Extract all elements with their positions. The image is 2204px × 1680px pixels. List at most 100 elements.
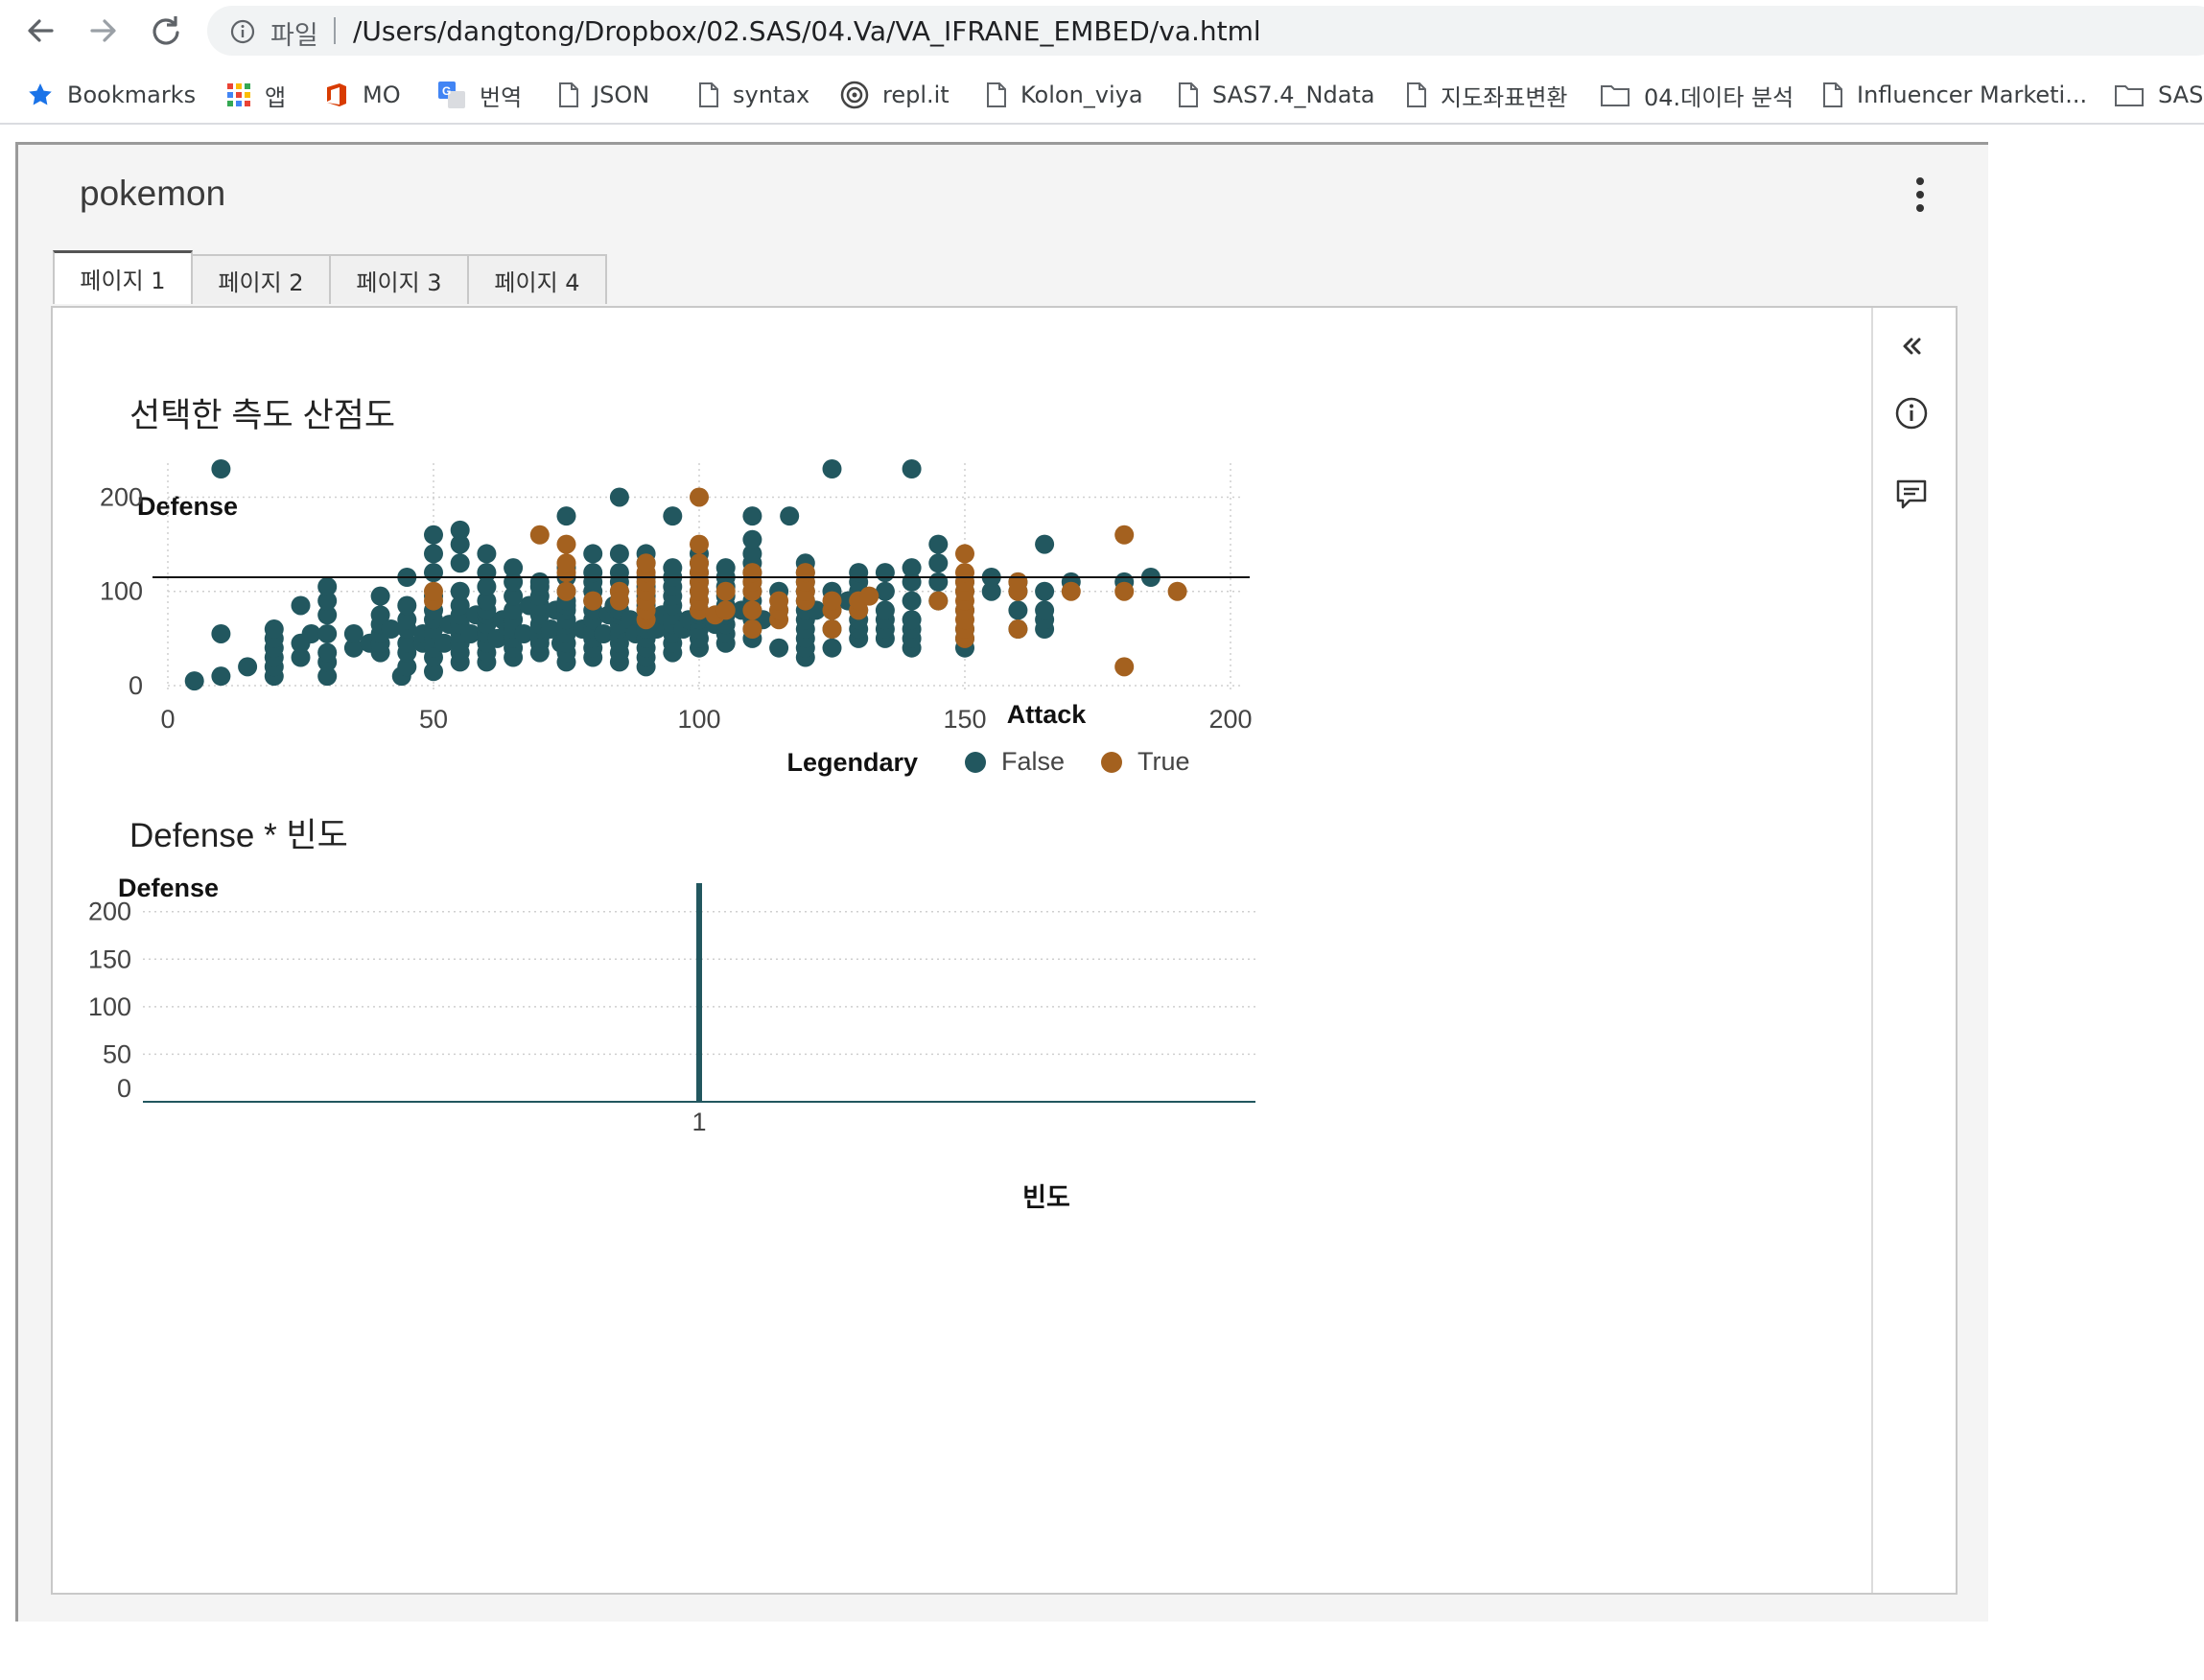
collapse-double-chevron-icon[interactable]	[1890, 325, 1933, 367]
scatter-point-false[interactable]	[477, 544, 497, 564]
scatter-point-false[interactable]	[477, 563, 497, 583]
scatter-point-true[interactable]	[424, 581, 443, 601]
scatter-point-true[interactable]	[1008, 572, 1028, 592]
scatter-point-false[interactable]	[211, 666, 231, 687]
scatter-point-false[interactable]	[822, 459, 842, 478]
scatter-point-false[interactable]	[663, 506, 683, 526]
scatter-point-false[interactable]	[504, 558, 524, 578]
scatter-point-false[interactable]	[1035, 600, 1055, 620]
scatter-point-false[interactable]	[450, 520, 470, 540]
scatter-point-false[interactable]	[928, 553, 949, 573]
scatter-point-false[interactable]	[780, 506, 800, 526]
scatter-point-false[interactable]	[424, 563, 443, 583]
scatter-point-false[interactable]	[902, 459, 922, 478]
tab-page-2[interactable]: 페이지 2	[191, 254, 331, 304]
scatter-point-false[interactable]	[343, 638, 363, 658]
scatter-point-false[interactable]	[381, 619, 401, 640]
reload-icon[interactable]	[146, 12, 184, 50]
url-text[interactable]: /Users/dangtong/Dropbox/02.SAS/04.Va/VA_…	[353, 15, 1261, 47]
bookmark-sas[interactable]: SAS	[2114, 73, 2203, 117]
info-icon[interactable]	[230, 19, 255, 49]
scatter-point-false[interactable]	[902, 591, 922, 611]
scatter-point-true[interactable]	[690, 534, 709, 554]
scatter-point-true[interactable]	[742, 600, 762, 620]
tab-page-4[interactable]: 페이지 4	[467, 254, 607, 304]
scatter-point-false[interactable]	[291, 595, 311, 616]
info-icon[interactable]	[1890, 392, 1933, 434]
scatter-point-false[interactable]	[715, 558, 736, 578]
scatter-point-false[interactable]	[742, 544, 762, 564]
scatter-point-false[interactable]	[424, 544, 443, 564]
scatter-point-false[interactable]	[902, 558, 922, 578]
scatter-point-false[interactable]	[609, 563, 629, 583]
bookmark-map-coord[interactable]: 지도좌표변환	[1406, 73, 1567, 117]
scatter-point-true[interactable]	[636, 553, 656, 573]
bookmark-syntax[interactable]: syntax	[698, 73, 809, 117]
comment-icon[interactable]	[1890, 473, 1933, 515]
scatter-point-true[interactable]	[822, 619, 842, 640]
scatter-point-false[interactable]	[875, 563, 895, 583]
scatter-point-false[interactable]	[317, 576, 338, 596]
bookmark-influencer[interactable]: Influencer Marketi...	[1822, 73, 2087, 117]
scatter-point-false[interactable]	[742, 506, 762, 526]
scatter-point-true[interactable]	[1008, 619, 1028, 640]
scatter-point-true[interactable]	[1061, 581, 1081, 601]
scatter-point-true[interactable]	[556, 553, 576, 573]
scatter-point-false[interactable]	[928, 572, 949, 592]
scatter-point-true[interactable]	[556, 581, 576, 601]
back-arrow-icon[interactable]	[21, 12, 59, 50]
legend[interactable]: Legendary False True	[786, 747, 1189, 777]
scatter-point-false[interactable]	[540, 619, 560, 640]
scatter-point-true[interactable]	[928, 591, 949, 611]
scatter-point-true[interactable]	[556, 534, 576, 554]
scatter-point-false[interactable]	[211, 623, 231, 643]
scatter-point-true[interactable]	[715, 581, 736, 601]
bookmark-bookmarks[interactable]: Bookmarks	[27, 73, 196, 117]
scatter-point-false[interactable]	[504, 586, 524, 606]
scatter-point-false[interactable]	[1035, 581, 1055, 601]
scatter-point-false[interactable]	[583, 544, 603, 564]
scatter-chart[interactable]: Defense 0 100 200 0 50 100 150 200 Attack Legen…	[53, 442, 1837, 979]
scatter-point-true[interactable]	[955, 563, 974, 583]
scatter-point-false[interactable]	[211, 459, 231, 478]
bookmark-sas74-ndata[interactable]: SAS7.4_Ndata	[1178, 73, 1375, 117]
scatter-point-true[interactable]	[742, 619, 762, 640]
scatter-point-false[interactable]	[450, 595, 470, 616]
scatter-point-false[interactable]	[742, 529, 762, 549]
bar-marks[interactable]	[696, 883, 702, 1102]
scatter-point-true[interactable]	[742, 563, 762, 583]
bookmark-json[interactable]: JSON	[558, 73, 649, 117]
scatter-point-true[interactable]	[822, 591, 842, 611]
more-vert-icon[interactable]	[1906, 174, 1934, 216]
scatter-point-false[interactable]	[1008, 600, 1028, 620]
scatter-point-true[interactable]	[769, 591, 789, 611]
scatter-point-false[interactable]	[397, 610, 417, 630]
scatter-point-false[interactable]	[902, 610, 922, 630]
bookmark-apps[interactable]: 앱	[226, 73, 286, 117]
scatter-point-true[interactable]	[529, 525, 550, 545]
scatter-point-false[interactable]	[343, 623, 363, 643]
scatter-point-false[interactable]	[594, 623, 614, 643]
scatter-point-false[interactable]	[460, 623, 481, 643]
scatter-point-false[interactable]	[291, 647, 311, 667]
tab-page-1[interactable]: 페이지 1	[53, 250, 193, 304]
scatter-point-false[interactable]	[434, 633, 455, 653]
scatter-point-true[interactable]	[690, 553, 709, 573]
scatter-point-true[interactable]	[690, 487, 709, 507]
forward-arrow-icon[interactable]	[84, 12, 123, 50]
scatter-point-false[interactable]	[875, 600, 895, 620]
scatter-point-false[interactable]	[529, 572, 550, 592]
scatter-point-false[interactable]	[849, 563, 869, 583]
scatter-point-false[interactable]	[317, 605, 338, 625]
scatter-point-false[interactable]	[875, 581, 895, 601]
scatter-point-false[interactable]	[981, 581, 1001, 601]
scatter-point-false[interactable]	[317, 642, 338, 663]
scatter-point-true[interactable]	[859, 586, 879, 606]
bookmark-kolon-viya[interactable]: Kolon_viya	[986, 73, 1143, 117]
scatter-point-false[interactable]	[477, 576, 497, 596]
scatter-point-false[interactable]	[583, 563, 603, 583]
bar-chart[interactable]: Defense 0 50 100 150 200 1 빈도	[53, 874, 1837, 1372]
scatter-point-false[interactable]	[822, 638, 842, 658]
scatter-point-true[interactable]	[1114, 525, 1135, 545]
scatter-point-true[interactable]	[955, 544, 974, 564]
